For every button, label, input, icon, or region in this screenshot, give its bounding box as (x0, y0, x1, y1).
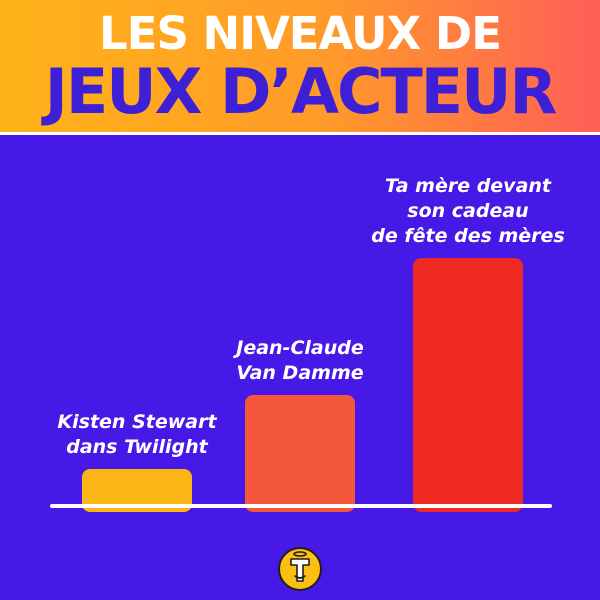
bar-label-2: Jean-Claude Van Damme (232, 337, 364, 384)
bar-label-2-line-1: Jean-Claude (232, 337, 364, 359)
bar-label-1-line-1: Kisten Stewart (57, 411, 217, 433)
title-line-1: LES NIVEAUX DE (99, 7, 502, 60)
bars-group (82, 258, 523, 512)
bar-label-3-line-2: son cadeau (407, 200, 528, 222)
bar-label-3-line-3: de fête des mères (371, 225, 565, 247)
title-line-2: JEUX D’ACTEUR (44, 55, 557, 128)
bar-3 (413, 258, 523, 512)
t-letter-badge-icon (278, 547, 322, 591)
header-banner: LES NIVEAUX DE JEUX D’ACTEUR (0, 0, 600, 132)
bar-label-1-line-2: dans Twilight (66, 436, 208, 458)
bar-label-1: Kisten Stewart dans Twilight (57, 411, 217, 458)
bar-label-3-line-1: Ta mère devant (385, 175, 552, 197)
bar-1 (82, 469, 192, 512)
bar-label-2-line-2: Van Damme (236, 362, 363, 384)
bar-label-3: Ta mère devant son cadeau de fête des mère… (371, 175, 565, 247)
header-divider (0, 132, 600, 135)
labels-group: Kisten Stewart dans Twilight Jean-Claude Va… (57, 175, 564, 458)
bar-2 (245, 395, 355, 512)
